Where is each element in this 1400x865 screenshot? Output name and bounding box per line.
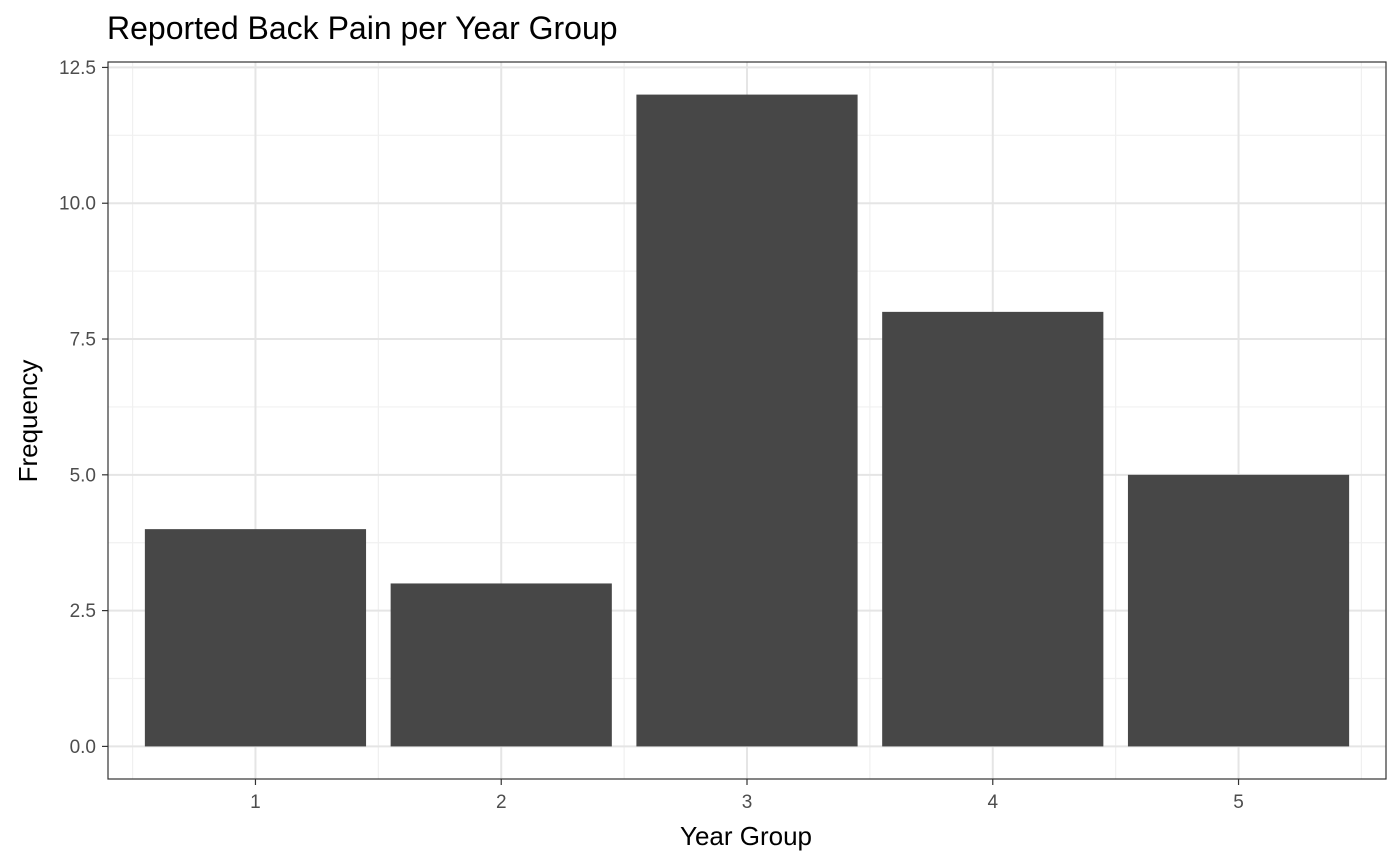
x-tick-label: 5 <box>1233 792 1244 813</box>
bars <box>144 94 1350 747</box>
bar-year-group-5 <box>1127 474 1350 747</box>
x-axis-title: Year Group <box>680 821 812 851</box>
x-tick-label: 4 <box>987 792 998 813</box>
x-tick-label: 1 <box>250 792 261 813</box>
y-tick-label: 5.0 <box>70 465 96 486</box>
y-axis-ticks: 0.0 2.5 5.0 7.5 10.0 12.5 <box>59 58 108 758</box>
bar-year-group-2 <box>390 583 612 747</box>
y-axis-title: Frequency <box>13 360 43 483</box>
x-axis-ticks: 1 2 3 4 5 <box>250 779 1244 813</box>
y-tick-label: 10.0 <box>59 194 96 215</box>
bar-year-group-4 <box>882 311 1104 747</box>
bar-year-group-3 <box>636 94 858 747</box>
y-tick-label: 0.0 <box>70 737 96 758</box>
x-tick-label: 2 <box>496 792 507 813</box>
y-tick-label: 7.5 <box>70 330 96 351</box>
y-tick-label: 2.5 <box>70 601 96 622</box>
y-tick-label: 12.5 <box>59 58 96 79</box>
chart-title: Reported Back Pain per Year Group <box>107 10 618 46</box>
x-tick-label: 3 <box>742 792 753 813</box>
bar-year-group-1 <box>144 529 367 747</box>
